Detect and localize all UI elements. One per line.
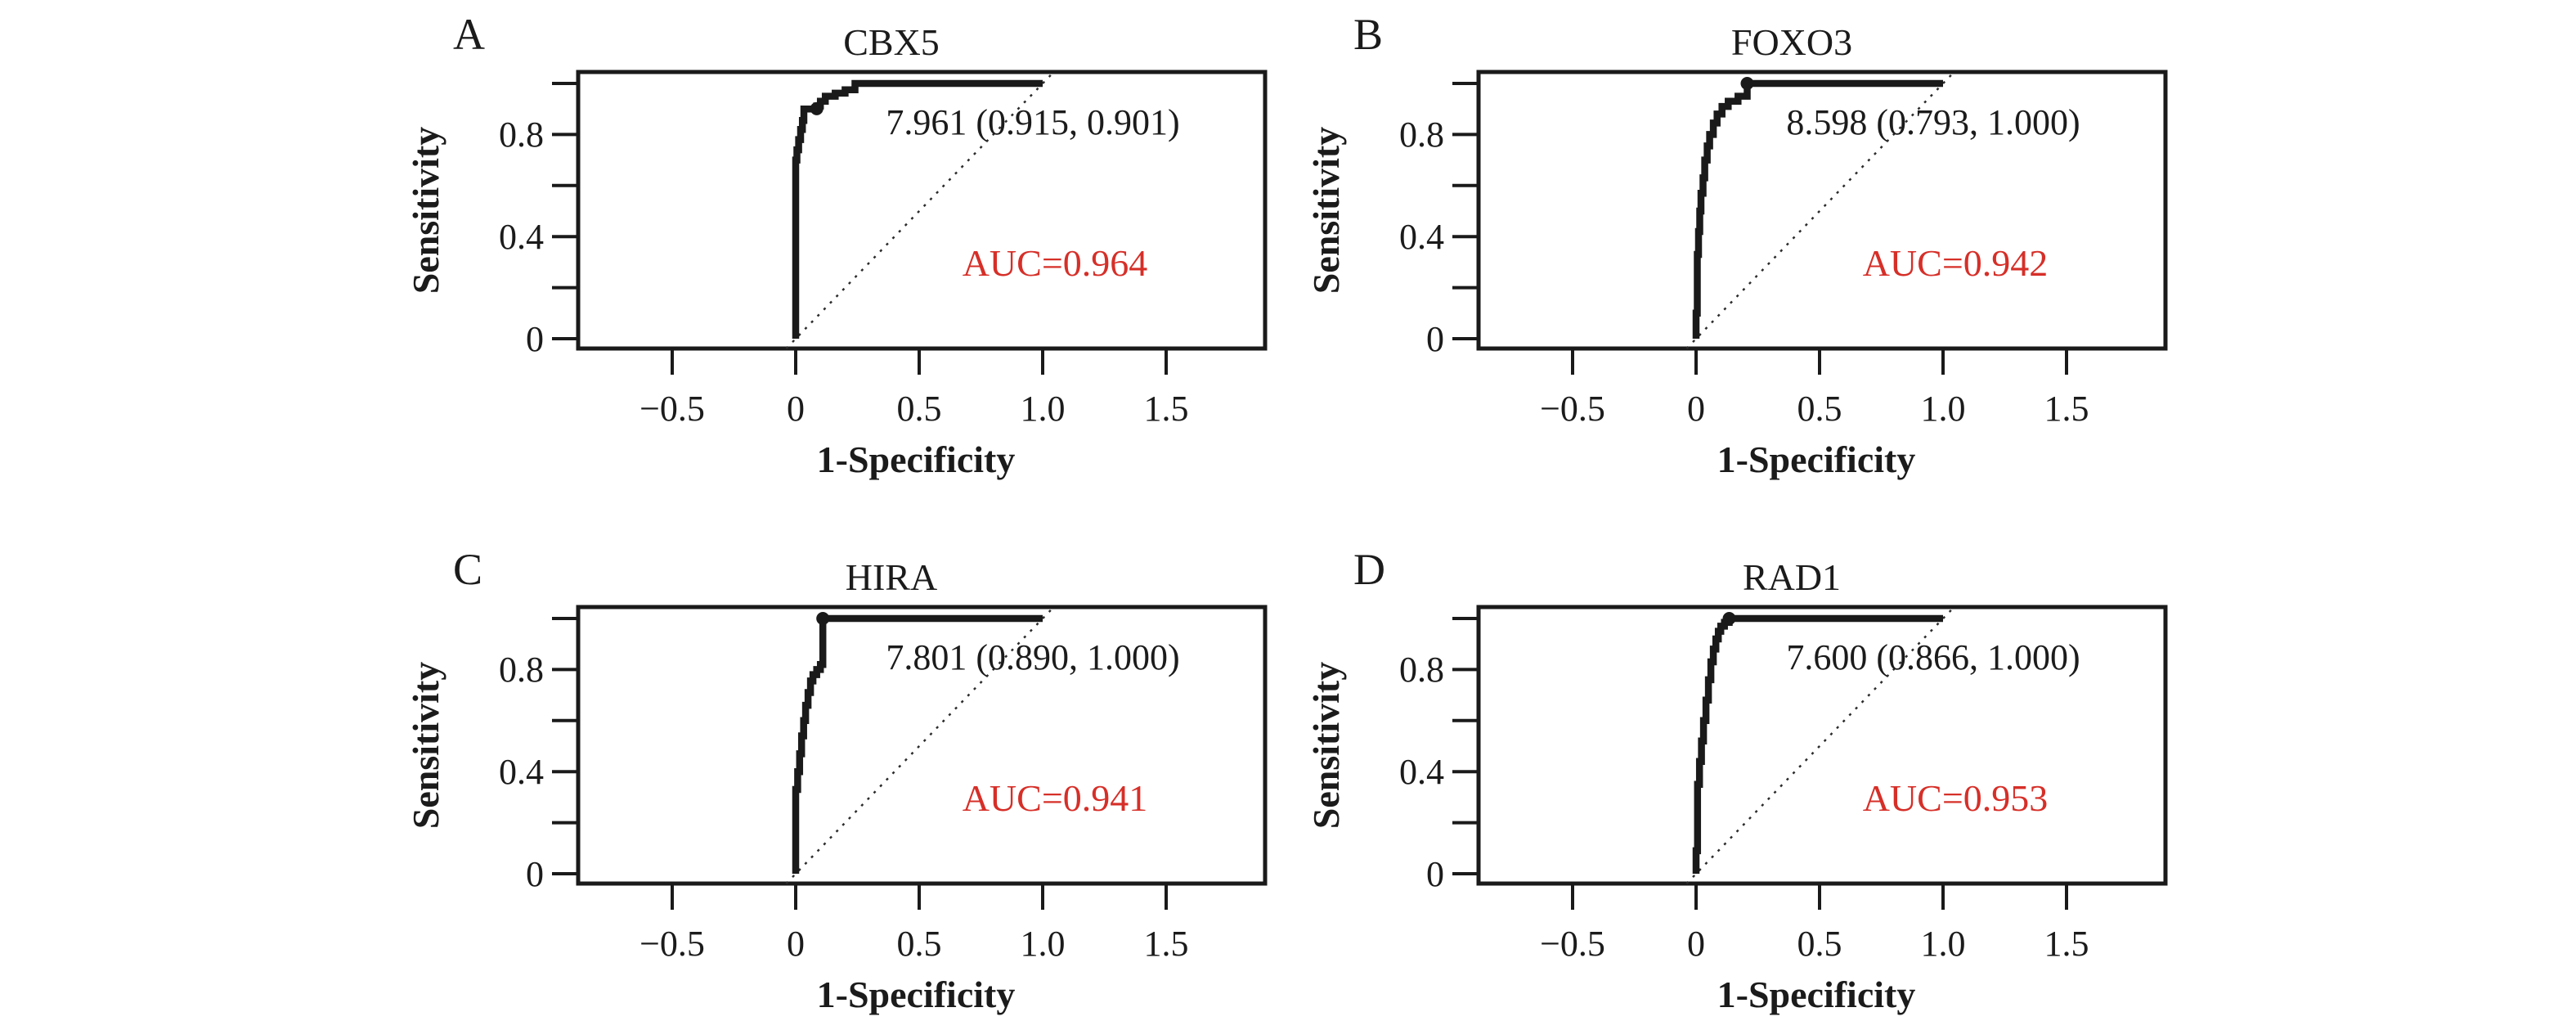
x-tick-label: −0.5 xyxy=(1540,924,1605,964)
roc-panel-A: A CBX5 0 0.4 0.8 −0.5 0 0.5 1.0 1.5 7.96… xyxy=(393,0,1333,486)
y-tick-label: 0.4 xyxy=(499,217,544,257)
x-axis-label: 1-Specificity xyxy=(1717,974,1916,1015)
y-tick-label: 0 xyxy=(526,854,544,894)
x-tick-label: 1.5 xyxy=(1144,924,1189,964)
threshold-annotation: 7.600 (0.866, 1.000) xyxy=(1786,637,2080,677)
threshold-annotation: 8.598 (0.793, 1.000) xyxy=(1786,102,2080,142)
chance-reference-line xyxy=(785,71,1055,349)
axis-ticks xyxy=(1452,617,2068,910)
x-tick-label: −0.5 xyxy=(640,389,705,429)
axis-ticks xyxy=(552,617,1168,910)
x-tick-label: 0 xyxy=(1687,924,1705,964)
chance-reference-line xyxy=(1685,71,1955,349)
roc-curve xyxy=(1692,614,1943,874)
panel-letter: B xyxy=(1353,10,1383,59)
chance-reference-line xyxy=(1685,606,1955,884)
axis-ticks xyxy=(1452,82,2068,375)
y-tick-label: 0.8 xyxy=(499,115,544,155)
y-tick-label: 0.4 xyxy=(499,752,544,792)
plot-frame xyxy=(576,70,1268,351)
y-tick-label: 0.8 xyxy=(1399,115,1444,155)
auc-label: AUC=0.953 xyxy=(1863,777,2049,819)
auc-label: AUC=0.942 xyxy=(1863,242,2049,284)
x-tick-label: 0.5 xyxy=(897,924,942,964)
panel-title: RAD1 xyxy=(1743,556,1841,598)
y-tick-label: 0.4 xyxy=(1399,752,1444,792)
roc-panel-D: D RAD1 0 0.4 0.8 −0.5 0 0.5 1.0 1.5 7.60… xyxy=(1293,535,2233,1021)
auc-label: AUC=0.964 xyxy=(963,242,1148,284)
roc-panel-B: B FOXO3 0 0.4 0.8 −0.5 0 0.5 1.0 1.5 8.5… xyxy=(1293,0,2233,486)
panel-title: CBX5 xyxy=(843,21,940,63)
y-axis-label: Sensitivity xyxy=(1305,662,1347,829)
panel-letter: C xyxy=(453,545,482,594)
x-tick-label: −0.5 xyxy=(1540,389,1605,429)
x-tick-label: 1.0 xyxy=(1021,924,1066,964)
threshold-annotation: 7.961 (0.915, 0.901) xyxy=(886,102,1179,142)
x-tick-label: 1.5 xyxy=(2044,924,2089,964)
plot-frame xyxy=(1476,605,2168,886)
cutoff-point xyxy=(1722,612,1736,625)
y-axis-label: Sensitivity xyxy=(1305,127,1347,294)
x-tick-label: 0.5 xyxy=(1797,924,1842,964)
y-axis-label: Sensitivity xyxy=(405,127,447,294)
x-tick-label: 0.5 xyxy=(1797,389,1842,429)
y-tick-label: 0 xyxy=(1426,319,1444,359)
auc-label: AUC=0.941 xyxy=(963,777,1148,819)
x-tick-label: 0 xyxy=(787,924,805,964)
panel-title: FOXO3 xyxy=(1731,21,1852,63)
chance-reference-line xyxy=(785,606,1055,884)
cutoff-point xyxy=(1740,77,1754,90)
x-tick-label: 1.0 xyxy=(1921,389,1966,429)
panel-letter: A xyxy=(453,10,485,59)
x-axis-label: 1-Specificity xyxy=(817,974,1016,1015)
axis-ticks xyxy=(552,82,1168,375)
roc-panel-C: C HIRA 0 0.4 0.8 −0.5 0 0.5 1.0 1.5 7.80… xyxy=(393,535,1333,1021)
panel-letter: D xyxy=(1353,545,1385,594)
y-tick-label: 0 xyxy=(526,319,544,359)
x-tick-label: 1.0 xyxy=(1921,924,1966,964)
y-axis-label: Sensitivity xyxy=(405,662,447,829)
x-tick-label: 0.5 xyxy=(897,389,942,429)
roc-curve xyxy=(1692,79,1943,339)
x-axis-label: 1-Specificity xyxy=(1717,439,1916,480)
x-tick-label: 0 xyxy=(1687,389,1705,429)
threshold-annotation: 7.801 (0.890, 1.000) xyxy=(886,637,1179,677)
x-tick-label: −0.5 xyxy=(640,924,705,964)
cutoff-point xyxy=(816,612,830,625)
y-tick-label: 0.8 xyxy=(1399,650,1444,690)
x-tick-label: 1.5 xyxy=(1144,389,1189,429)
x-tick-label: 1.5 xyxy=(2044,389,2089,429)
cutoff-point xyxy=(810,101,824,115)
y-tick-label: 0.4 xyxy=(1399,217,1444,257)
roc-curve xyxy=(792,614,1043,874)
x-tick-label: 1.0 xyxy=(1021,389,1066,429)
y-tick-label: 0.8 xyxy=(499,650,544,690)
plot-frame xyxy=(576,605,1268,886)
panel-title: HIRA xyxy=(846,556,937,598)
plot-frame xyxy=(1476,70,2168,351)
y-tick-label: 0 xyxy=(1426,854,1444,894)
x-tick-label: 0 xyxy=(787,389,805,429)
x-axis-label: 1-Specificity xyxy=(817,439,1016,480)
